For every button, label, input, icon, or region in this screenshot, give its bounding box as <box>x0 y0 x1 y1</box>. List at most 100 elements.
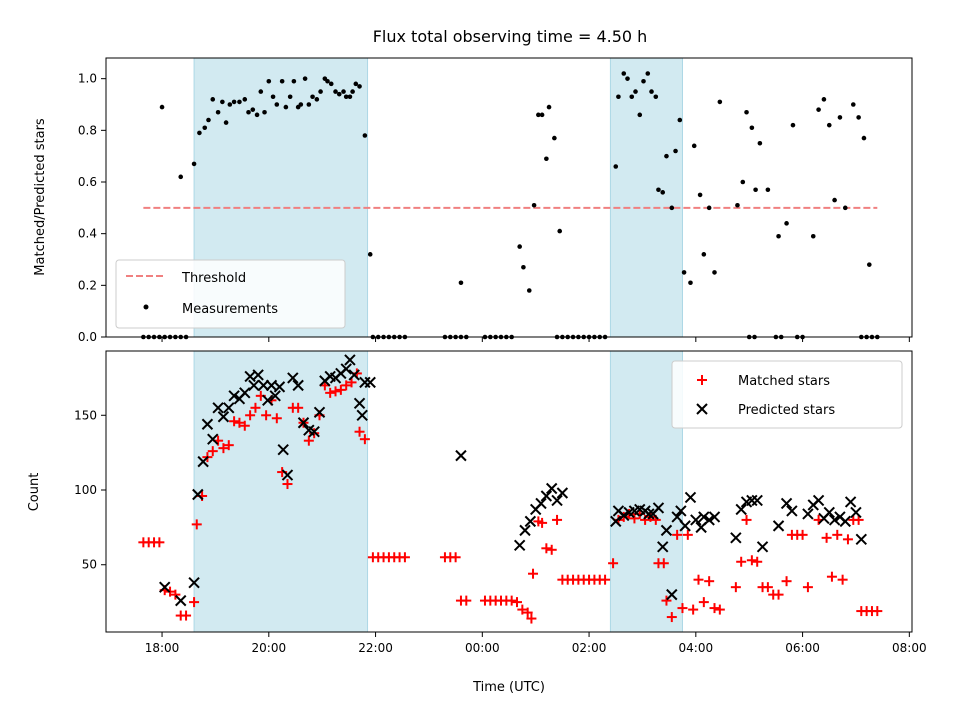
matched-star-point <box>698 597 709 608</box>
matched-star-point <box>802 582 813 593</box>
matched-star-point <box>522 607 533 618</box>
matched-star-point <box>154 537 165 548</box>
predicted-star-point <box>671 511 683 523</box>
predicted-star-point <box>159 581 171 593</box>
measurement-point <box>210 97 216 102</box>
measurement-point <box>649 89 654 94</box>
chart-title: Flux total observing time = 4.50 h <box>373 27 648 46</box>
measurement-point <box>810 233 816 239</box>
measurement-point <box>660 190 666 195</box>
matched-star-point <box>325 387 336 398</box>
measurement-point <box>526 288 532 293</box>
measurement-point <box>765 187 771 193</box>
matched-star-point <box>191 519 202 530</box>
y-tick-label: 0.2 <box>78 278 97 292</box>
measurement-point <box>343 94 349 100</box>
predicted-star-point <box>292 379 304 392</box>
predicted-star-point <box>556 487 569 499</box>
matched-star-point <box>658 558 669 569</box>
y-tick-label: 0.4 <box>78 227 97 241</box>
matched-star-point <box>781 576 792 587</box>
measurement-point <box>279 78 285 84</box>
predicted-star-point <box>228 390 240 402</box>
measurement-point <box>367 252 373 257</box>
matched-star-point <box>218 443 229 454</box>
measurement-point <box>333 89 338 94</box>
matched-star-point <box>821 532 832 543</box>
measurement-point <box>706 205 712 211</box>
matched-star-point <box>688 604 699 615</box>
predicted-star-point <box>353 397 366 410</box>
predicted-star-point <box>273 381 286 393</box>
measurement-point <box>697 192 703 198</box>
predicted-star-point <box>344 354 356 366</box>
measurement-point <box>306 102 312 107</box>
matched-star-point <box>752 556 763 567</box>
measurement-point <box>227 102 233 107</box>
predicted-star-point <box>684 491 697 504</box>
measurement-point <box>633 89 638 94</box>
measurement-point <box>314 97 320 102</box>
predicted-star-point <box>666 588 678 601</box>
matched-star-point <box>245 410 256 421</box>
measurement-point <box>266 78 272 84</box>
x-tick-label: 18:00 <box>145 641 180 655</box>
measurement-point <box>856 115 861 120</box>
predicted-star-point <box>197 455 209 468</box>
predicted-star-point <box>660 524 673 537</box>
matched-star-point <box>546 544 557 555</box>
predicted-star-point <box>524 515 537 528</box>
measurement-point <box>664 153 669 159</box>
measurement-point <box>283 104 289 110</box>
matched-star-point <box>282 479 293 490</box>
matched-star-point <box>704 576 715 587</box>
y-tick-label: 150 <box>74 408 97 422</box>
predicted-star-point <box>223 402 235 414</box>
top-plot-frame <box>105 57 913 338</box>
predicted-star-point <box>188 576 200 589</box>
measurement-point <box>362 133 368 138</box>
measurement-point <box>677 117 683 123</box>
top-legend: Threshold Measurements <box>115 259 346 329</box>
matched-star-point <box>666 612 677 623</box>
matched-star-point <box>303 435 314 446</box>
predicted-star-point <box>839 515 851 528</box>
measurement-point <box>641 78 646 84</box>
predicted-star-point <box>252 369 264 381</box>
shaded-interval <box>193 350 369 633</box>
predicted-legend-label: Predicted stars <box>738 403 835 418</box>
matched-star-point <box>741 514 752 525</box>
predicted-star-point <box>248 379 260 392</box>
matched-star-point <box>512 597 523 608</box>
predicted-star-point <box>735 503 747 516</box>
measurement-point <box>645 71 651 76</box>
measurement-point <box>701 252 707 257</box>
matched-star-point <box>832 529 843 540</box>
matched-star-point <box>223 440 234 451</box>
measurement-point <box>616 94 621 100</box>
matched-star-point <box>506 595 517 606</box>
predicted-star-point <box>201 418 214 430</box>
matched-star-point <box>234 417 245 428</box>
measurement-point <box>757 140 763 146</box>
predicted-star-point <box>297 417 310 429</box>
predicted-star-point <box>679 520 691 532</box>
measurement-point <box>310 94 315 100</box>
matched-star-point <box>354 426 365 437</box>
matched-star-point <box>730 582 741 593</box>
measurement-point <box>517 244 522 249</box>
matched-star-point <box>261 410 272 421</box>
matched-star-point <box>330 386 341 397</box>
predicted-star-point <box>610 515 622 528</box>
measurement-point <box>347 94 353 100</box>
measurement-point <box>625 76 630 81</box>
measurement-point <box>178 174 184 180</box>
matched-star-point <box>399 552 410 563</box>
measurement-point <box>350 89 355 94</box>
matched-star-point <box>517 604 528 615</box>
predicted-star-point <box>519 524 531 537</box>
measurement-point <box>353 81 359 87</box>
predicted-star-point <box>618 509 630 522</box>
x-tick-label: 04:00 <box>679 641 714 655</box>
